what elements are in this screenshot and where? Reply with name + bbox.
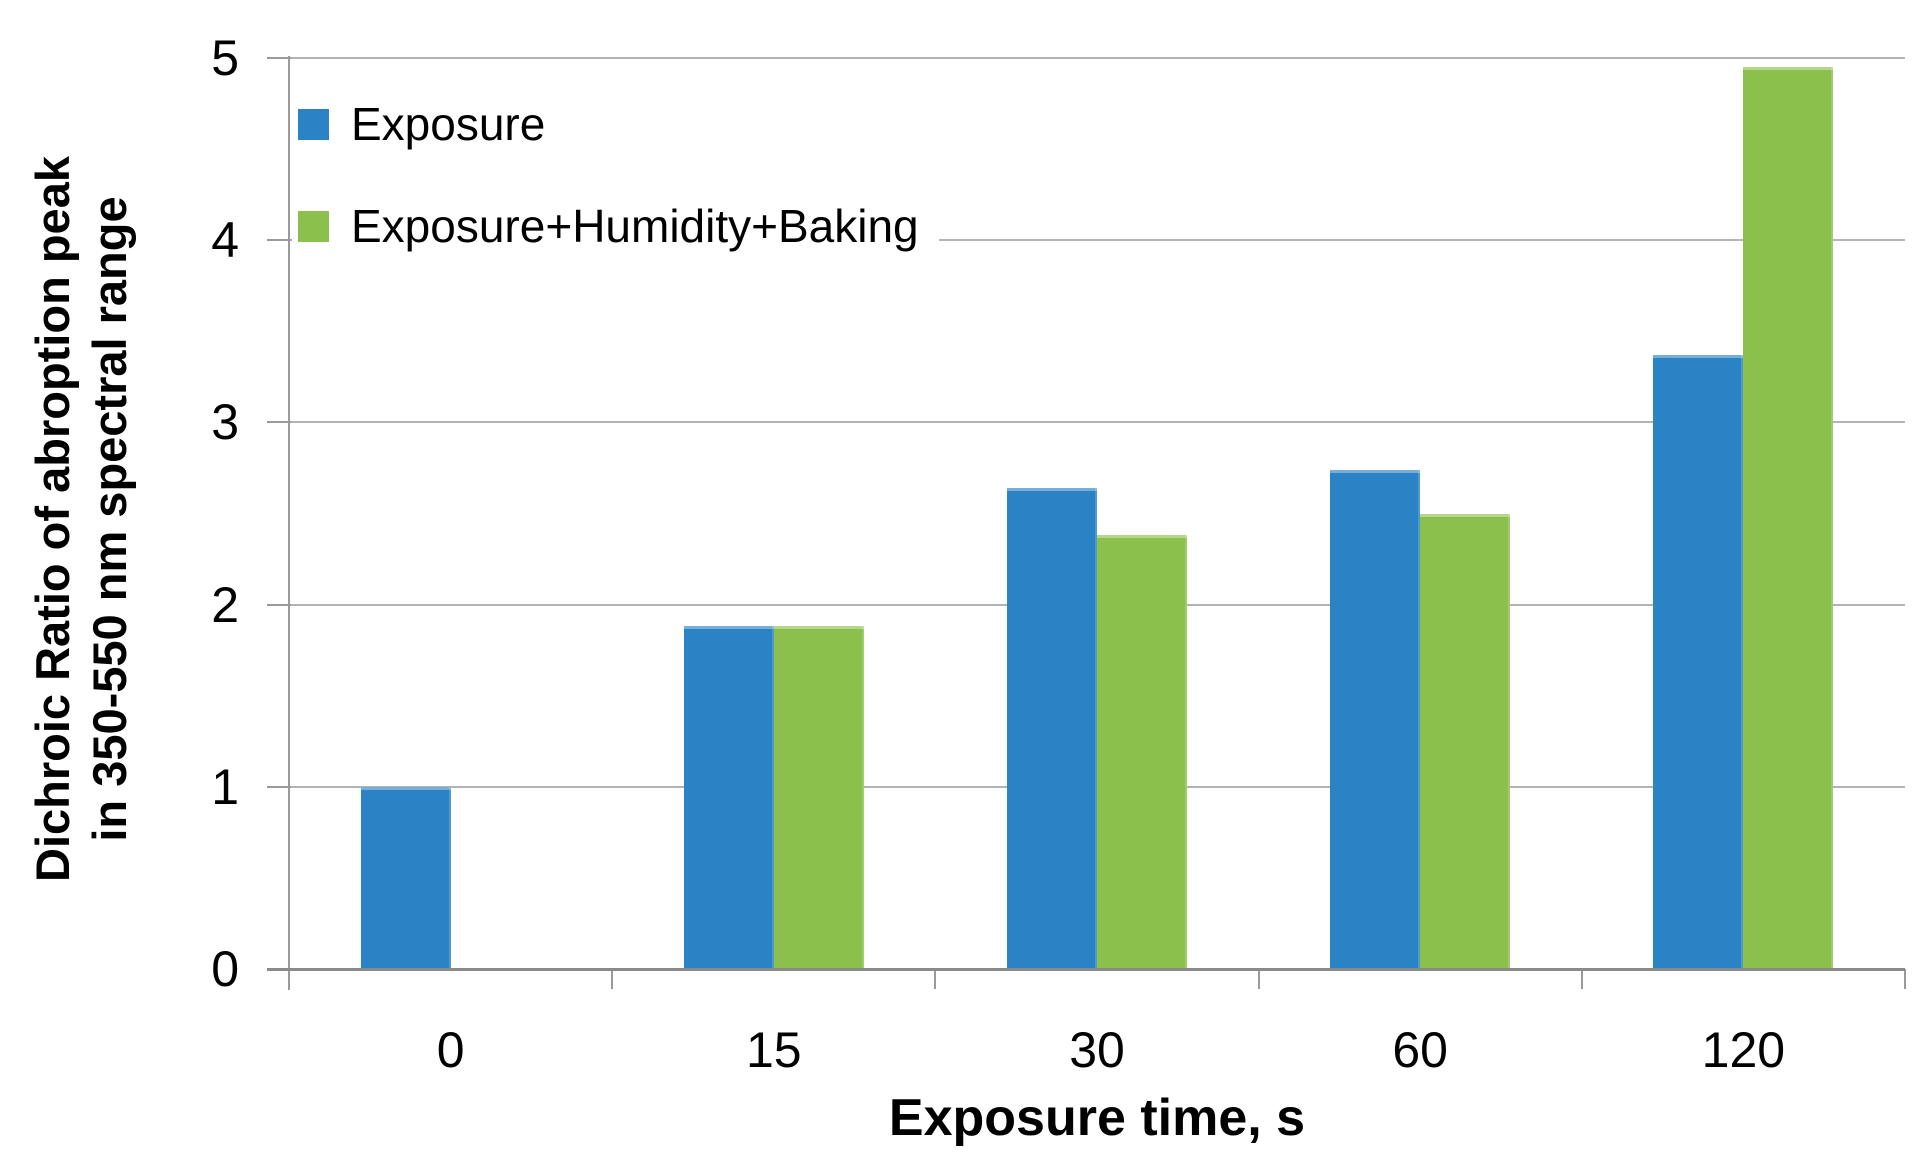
bar-exposure-humidity-baking-15 <box>773 626 864 969</box>
y-tick-label-3: 3 <box>211 394 239 451</box>
bar-exposure-60 <box>1330 469 1421 969</box>
legend-swatch-blue-icon <box>298 108 329 140</box>
y-axis-title-line1: Dichroic Ratio of abroption peak <box>26 156 79 882</box>
y-axis-title: Dichroic Ratio of abroption peak in 350-… <box>24 24 140 1014</box>
bar-exposure-120 <box>1653 354 1744 969</box>
x-tick-label-120: 120 <box>1701 1022 1786 1078</box>
x-tick-mark-2 <box>934 969 937 989</box>
x-axis-title: Exposure time, s <box>888 1089 1306 1147</box>
bar-exposure-humidity-baking-30 <box>1097 535 1187 969</box>
x-tick-label-0: 0 <box>436 1022 465 1078</box>
y-tick-label-1: 1 <box>211 758 239 815</box>
legend: Exposure Exposure+Humidity+Baking <box>292 88 939 268</box>
x-tick-label-15: 15 <box>745 1022 802 1078</box>
legend-label-exposure: Exposure <box>351 98 546 150</box>
gridline-y5 <box>289 57 1905 59</box>
x-tick-mark-4 <box>1580 969 1583 989</box>
x-tick-label-60: 60 <box>1392 1022 1448 1078</box>
bar-exposure-15 <box>683 626 774 969</box>
y-tick-mark-4 <box>267 239 291 242</box>
x-tick-mark-5 <box>1904 969 1906 989</box>
legend-item-exposure-humidity-baking: Exposure+Humidity+Baking <box>298 198 919 254</box>
y-tick-mark-1 <box>267 785 291 788</box>
bar-exposure-0 <box>360 786 451 969</box>
y-tick-label-2: 2 <box>211 576 239 633</box>
y-tick-mark-5 <box>267 57 291 59</box>
y-axis-title-line2: in 350-550 nm spectral range <box>83 196 136 842</box>
x-tick-mark-0 <box>288 969 290 989</box>
y-tick-label-4: 4 <box>211 212 239 269</box>
bar-exposure-humidity-baking-60 <box>1420 513 1511 969</box>
y-tick-label-0: 0 <box>211 941 239 997</box>
bar-exposure-30 <box>1007 487 1097 969</box>
y-tick-mark-2 <box>267 603 291 606</box>
x-tick-mark-3 <box>1257 969 1260 989</box>
x-axis-line <box>267 968 1905 971</box>
y-tick-label-5: 5 <box>211 30 239 86</box>
x-tick-label-30: 30 <box>1069 1022 1125 1078</box>
legend-label-exposure-humidity-baking: Exposure+Humidity+Baking <box>351 200 919 252</box>
bar-exposure-humidity-baking-120 <box>1743 67 1834 969</box>
gridline-y4 <box>289 239 1905 242</box>
x-tick-mark-1 <box>611 969 614 989</box>
y-axis-line <box>288 56 290 990</box>
legend-item-exposure: Exposure <box>298 96 919 152</box>
legend-swatch-green-icon <box>298 210 329 242</box>
gridline-y3 <box>289 421 1905 424</box>
y-tick-mark-3 <box>267 421 291 424</box>
